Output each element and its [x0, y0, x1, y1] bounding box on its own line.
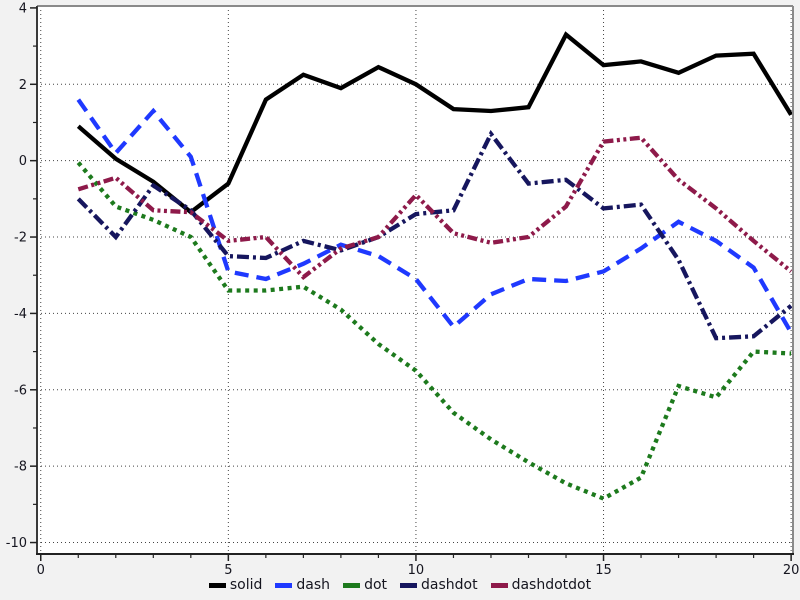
x-tick-label: 10	[408, 563, 425, 578]
series-line-dot	[76, 161, 792, 501]
y-tick-label: -6	[14, 383, 27, 398]
y-tick-label: -8	[14, 460, 27, 475]
legend-item-solid: solid	[208, 577, 263, 593]
legend-swatch-solid	[208, 582, 226, 588]
legend-label-dot: dot	[364, 577, 388, 593]
legend-item-dashdotdot: dashdotdot	[490, 577, 592, 593]
series-line-dash	[76, 98, 793, 334]
legend-item-dash: dash	[275, 578, 330, 592]
legend-item-dot: dot	[343, 578, 387, 592]
legend-item-dashdot: dashdot	[400, 578, 478, 592]
legend-label-dashdot: dashdot	[421, 577, 478, 593]
legend-swatch-dot	[343, 582, 361, 588]
y-tick-label: 2	[19, 78, 27, 93]
legend-swatch-dashdot	[400, 582, 418, 588]
legend-swatch-dashdotdot	[490, 582, 508, 588]
legend-label-dashdotdot: dashdotdot	[511, 577, 592, 593]
y-tick-label: -2	[14, 231, 27, 246]
plot-area	[37, 6, 793, 554]
x-tick-label: 5	[224, 563, 232, 578]
series-line-solid	[76, 31, 793, 215]
series-line-dashdotdot	[77, 135, 793, 280]
x-tick-label: 20	[783, 563, 800, 578]
y-tick-label: 4	[19, 1, 27, 16]
x-tick-label: 0	[37, 563, 45, 578]
y-tick-label: -4	[14, 307, 27, 322]
chart-legend: solid dash dot dashdot dashdotdot	[0, 574, 800, 596]
y-tick-label: 0	[19, 154, 27, 169]
legend-label-solid: solid	[229, 577, 263, 593]
x-tick-label: 15	[595, 563, 612, 578]
y-tick-label: -10	[6, 536, 27, 551]
legend-label-dash: dash	[296, 577, 331, 593]
legend-swatch-dash	[275, 582, 293, 588]
